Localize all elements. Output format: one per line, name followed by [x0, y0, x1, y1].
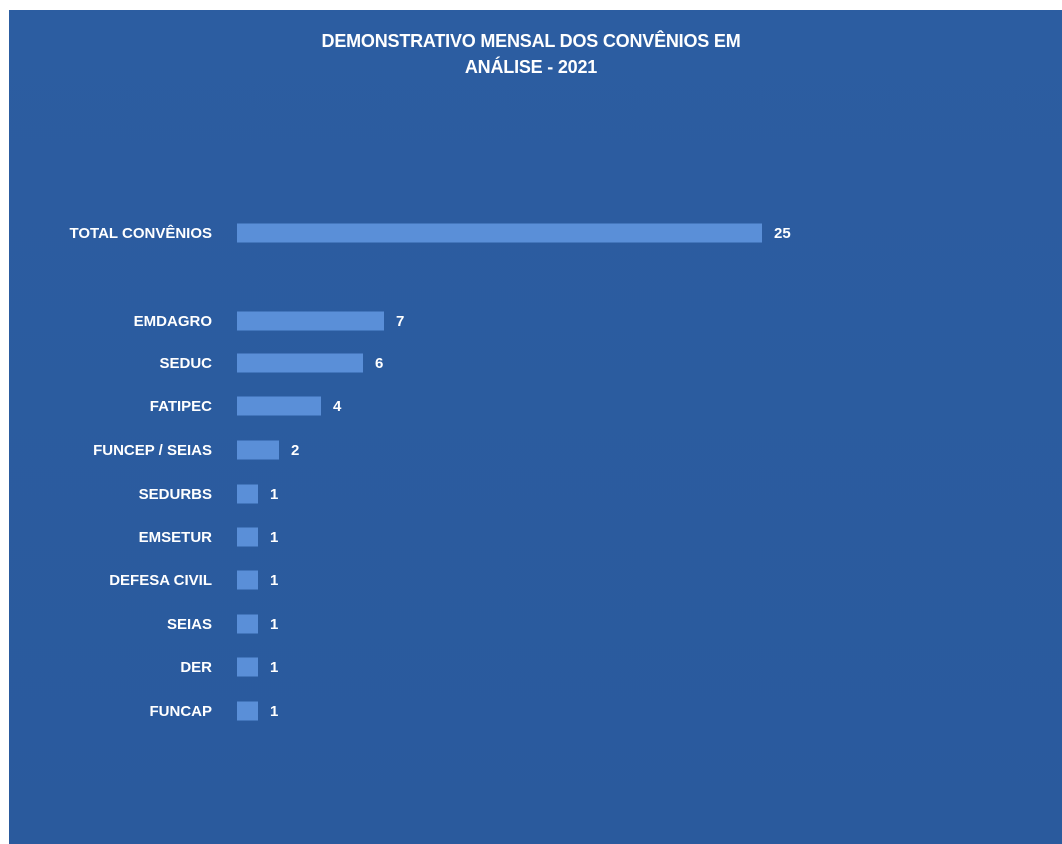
category-label: TOTAL CONVÊNIOS [69, 224, 212, 242]
bar-total-conv-nios [237, 223, 762, 243]
category-label: DER [180, 659, 212, 676]
data-label: 1 [270, 703, 278, 720]
category-label: EMSETUR [139, 529, 213, 546]
category-label: SEDURBS [139, 486, 212, 503]
bar-seduc [237, 353, 363, 373]
category-label: SEDUC [159, 355, 212, 372]
data-label: 1 [270, 529, 278, 546]
chart-title-line-1: DEMONSTRATIVO MENSAL DOS CONVÊNIOS EM [321, 31, 741, 51]
bar-emdagro [237, 311, 384, 331]
data-label: 6 [375, 355, 383, 372]
category-label: FUNCAP [150, 703, 213, 720]
data-label: 1 [270, 659, 278, 676]
data-label: 4 [333, 398, 342, 415]
bar-fatipec [237, 396, 321, 416]
data-label: 7 [396, 313, 404, 330]
bar-emsetur [237, 527, 258, 547]
bar-funcap [237, 701, 258, 721]
data-label: 1 [270, 616, 278, 633]
category-label: FUNCEP / SEIAS [93, 442, 212, 459]
bar-der [237, 657, 258, 677]
data-label: 25 [774, 225, 791, 242]
category-label: FATIPEC [150, 398, 212, 415]
chart-area [9, 10, 1062, 844]
data-label: 2 [291, 442, 299, 459]
category-label: DEFESA CIVIL [109, 572, 212, 589]
data-label: 1 [270, 572, 278, 589]
bar-defesa-civil [237, 570, 258, 590]
chart-title: DEMONSTRATIVO MENSAL DOS CONVÊNIOS EM AN… [0, 28, 1062, 80]
category-label: EMDAGRO [134, 313, 213, 330]
chart-title-line-2: ANÁLISE - 2021 [464, 57, 598, 77]
data-label: 1 [270, 486, 278, 503]
bar-seias [237, 614, 258, 634]
bar-funcep-seias [237, 440, 279, 460]
bar-sedurbs [237, 484, 258, 504]
category-label: SEIAS [167, 616, 212, 633]
